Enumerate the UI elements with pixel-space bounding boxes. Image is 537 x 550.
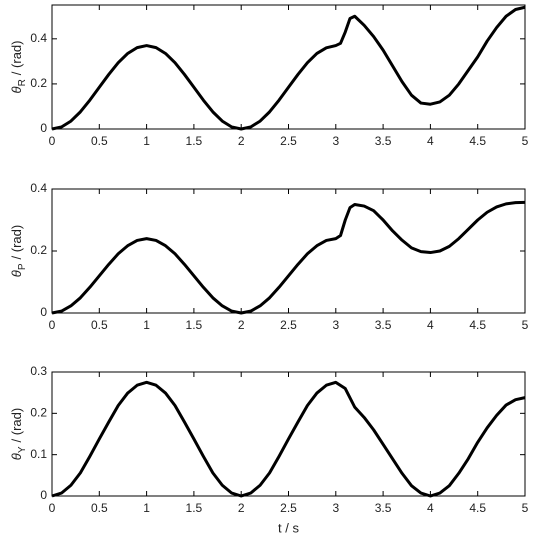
x-tick-label: 3 <box>332 501 339 515</box>
x-tick-label: 2 <box>238 318 245 332</box>
x-tick-label: 1 <box>143 134 150 148</box>
x-tick-label: 2.5 <box>280 134 297 148</box>
x-tick-label: 1.5 <box>186 501 203 515</box>
y-label-unit: / (rad) <box>9 41 24 76</box>
y-tick-label: 0 <box>40 305 47 319</box>
x-tick-label: 0.5 <box>91 501 108 515</box>
y-axis-label: θP / (rad) <box>9 225 27 277</box>
subplot: 0 0.5 1 1.5 2 2.5 3 3.5 4 4.5 5 0 0.2 0.4 θR / (rad) <box>9 4 529 148</box>
x-tick-label: 0.5 <box>91 134 108 148</box>
y-label-symbol: θ <box>9 270 24 277</box>
y-tick-label: 0 <box>40 488 47 502</box>
x-tick-label: 1 <box>143 501 150 515</box>
x-tick-label: 3 <box>332 318 339 332</box>
y-label-subscript: R <box>17 79 28 86</box>
x-tick-label: 3.5 <box>375 501 392 515</box>
x-tick-label: 1.5 <box>186 318 203 332</box>
y-label-unit: / (rad) <box>9 408 24 443</box>
x-tick-label: 2.5 <box>280 501 297 515</box>
x-tick-label: 4.5 <box>469 318 486 332</box>
y-axis-label: θY / (rad) <box>9 408 27 460</box>
y-tick-label: 0.3 <box>30 364 47 378</box>
data-line <box>51 380 526 498</box>
x-tick-label: 3.5 <box>375 134 392 148</box>
x-tick-label: 2 <box>238 134 245 148</box>
x-tick-label: 5 <box>522 501 529 515</box>
y-label-unit: / (rad) <box>9 225 24 260</box>
data-line <box>51 200 526 315</box>
x-tick-label: 0 <box>49 134 56 148</box>
x-tick-label: 0 <box>49 501 56 515</box>
subplot: 0 0.5 1 1.5 2 2.5 3 3.5 4 4.5 5 0 0.1 0.2 0.3 θY / (rad)… <box>9 364 528 535</box>
x-tick-label: 1 <box>143 318 150 332</box>
y-tick-label: 0 <box>40 121 47 135</box>
x-tick-label: 4 <box>427 501 434 515</box>
y-tick-label: 0.2 <box>30 406 47 420</box>
x-tick-label: 5 <box>522 134 529 148</box>
x-tick-label: 1.5 <box>186 134 203 148</box>
x-tick-label: 2 <box>238 501 245 515</box>
plot-frame <box>51 4 526 130</box>
x-tick-label: 4.5 <box>469 134 486 148</box>
x-tick-label: 2.5 <box>280 318 297 332</box>
y-tick-label: 0.2 <box>30 76 47 90</box>
subplot: 0 0.5 1 1.5 2 2.5 3 3.5 4 4.5 5 0 0.2 0.4 θP / (rad) <box>9 181 528 332</box>
x-tick-label: 0 <box>49 318 56 332</box>
x-tick-label: 3.5 <box>375 318 392 332</box>
y-label-symbol: θ <box>9 453 24 460</box>
y-tick-label: 0.1 <box>30 447 47 461</box>
y-label-subscript: Y <box>17 446 28 453</box>
x-tick-label: 0.5 <box>91 318 108 332</box>
y-tick-label: 0.2 <box>30 243 47 257</box>
x-tick-label: 3 <box>332 134 339 148</box>
x-tick-label: 4 <box>427 318 434 332</box>
x-tick-label: 5 <box>522 318 529 332</box>
x-tick-label: 4 <box>427 134 434 148</box>
y-label-subscript: P <box>17 263 28 270</box>
data-line <box>51 5 526 131</box>
y-tick-label: 0.4 <box>30 31 47 45</box>
y-tick-label: 0.4 <box>30 181 47 195</box>
y-label-symbol: θ <box>9 86 24 93</box>
x-axis-label: t / s <box>278 520 299 535</box>
x-tick-label: 4.5 <box>469 501 486 515</box>
y-axis-label: θR / (rad) <box>9 41 27 94</box>
